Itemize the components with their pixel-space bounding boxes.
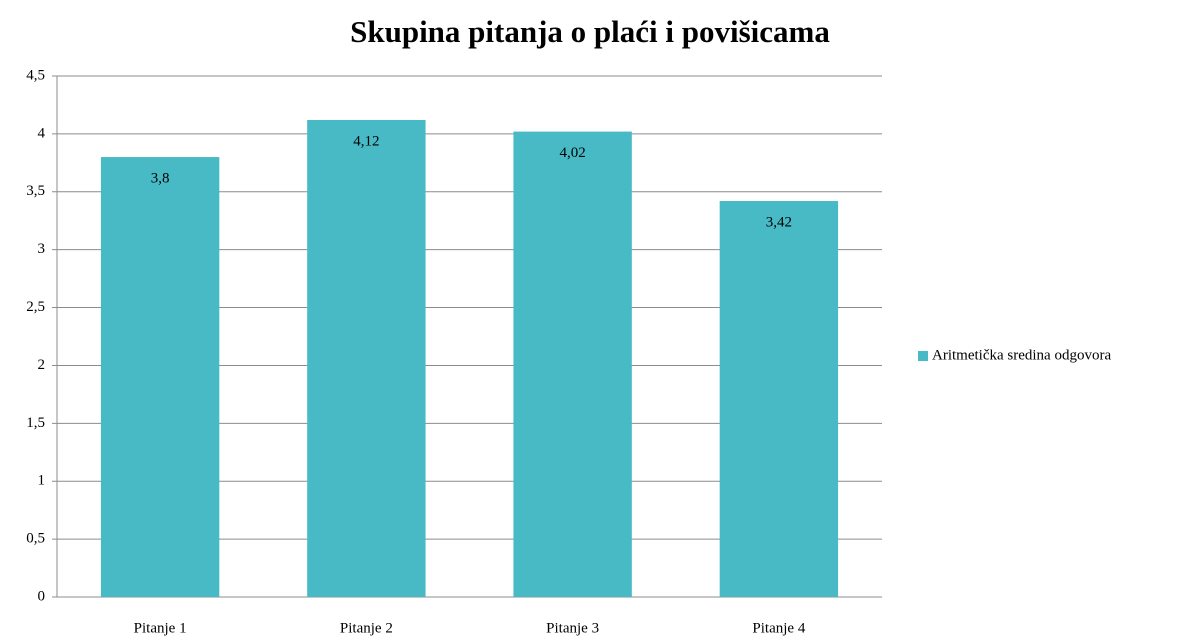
x-tick-label: Pitanje 3 (546, 620, 599, 636)
y-tick-label: 0,5 (26, 531, 45, 547)
legend-label: Aritmetička sredina odgovora (932, 347, 1111, 363)
y-tick-label: 4,5 (26, 67, 45, 83)
bar (719, 201, 839, 598)
data-label: 4,12 (353, 133, 379, 149)
x-tick-label: Pitanje 4 (752, 620, 805, 636)
y-tick-label: 2 (38, 357, 46, 373)
bar (307, 119, 426, 598)
y-tick-label: 1,5 (26, 415, 45, 431)
bar (513, 131, 632, 597)
chart-title: Skupina pitanja o plaći i povišicama (350, 14, 830, 49)
data-label: 3,42 (766, 214, 792, 230)
y-tick-label: 4 (38, 125, 46, 141)
y-tick-label: 2,5 (26, 299, 45, 315)
y-tick-label: 1 (38, 473, 46, 489)
y-tick-label: 0 (38, 588, 46, 604)
y-tick-label: 3,5 (26, 183, 45, 199)
bar (100, 157, 220, 598)
data-label: 3,8 (151, 170, 170, 186)
legend-swatch (918, 351, 928, 361)
y-tick-label: 3 (38, 241, 46, 257)
x-tick-label: Pitanje 2 (340, 620, 393, 636)
data-label: 4,02 (560, 145, 586, 161)
x-tick-label: Pitanje 1 (134, 620, 187, 636)
